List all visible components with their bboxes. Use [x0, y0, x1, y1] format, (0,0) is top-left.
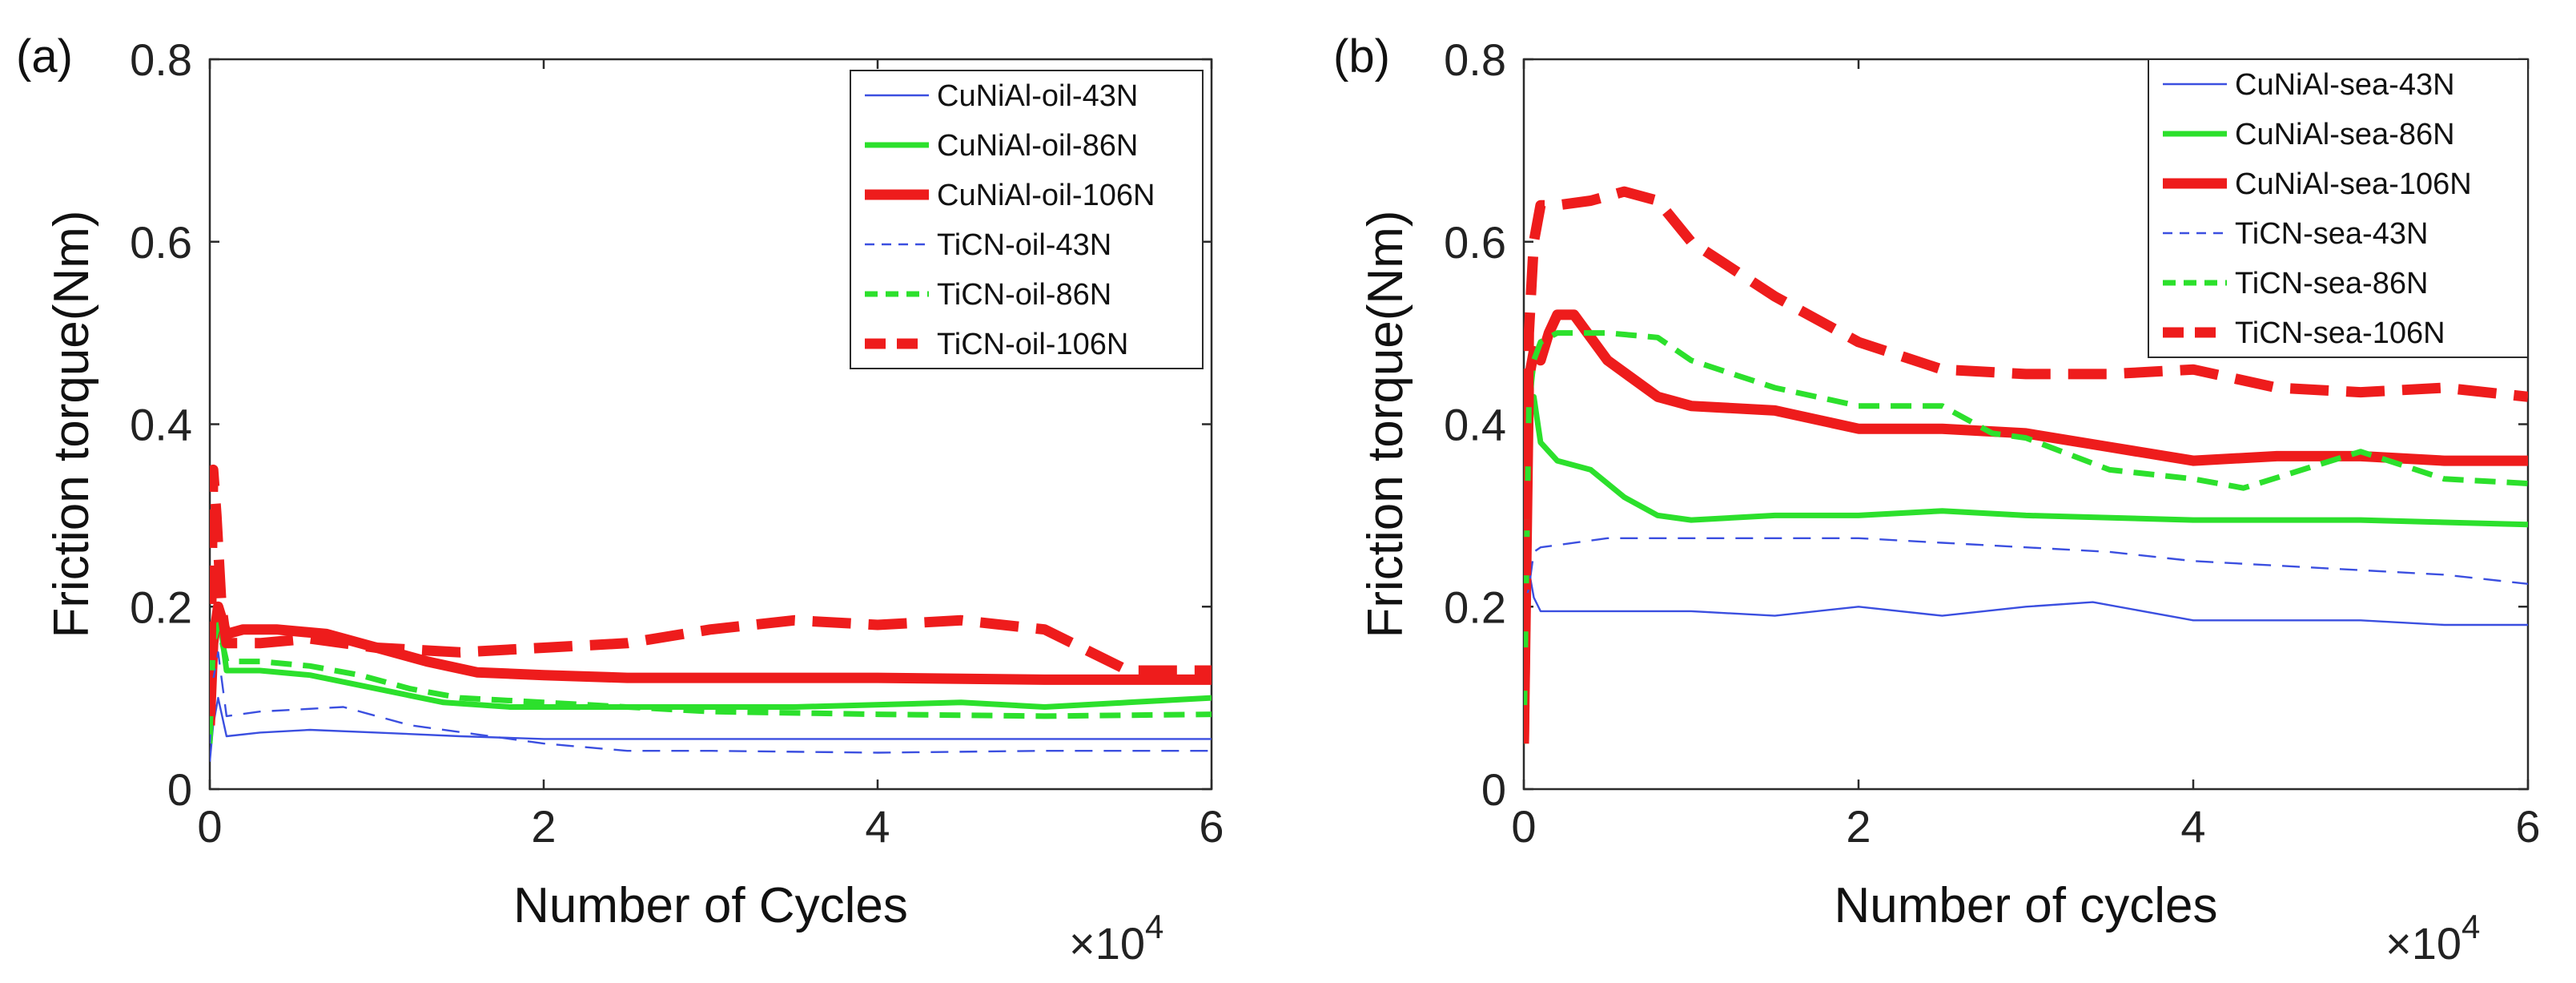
series-line-cunial-oil-43n — [210, 696, 1212, 762]
y-tick-label: 0.4 — [130, 400, 192, 450]
y-tick-label: 0.4 — [1444, 400, 1506, 450]
x-tick-label: 2 — [1846, 801, 1871, 852]
x-tick-label: 6 — [2515, 801, 2540, 852]
series-line-ticn-sea-106n — [1524, 186, 2528, 744]
panel-label: (a) — [16, 30, 73, 83]
series-line-ticn-sea-86n — [1524, 330, 2528, 744]
chart-panel-b: 0 2 4 6 0 0.2 0.4 0.6 0.8 Number of cycles Frictio… — [1333, 30, 2541, 969]
series-line-cunial-sea-86n — [1524, 393, 2528, 744]
series-line-cunial-sea-43n — [1524, 569, 2528, 626]
x-axis-multiplier: ×104 — [2385, 908, 2480, 969]
series-line-ticn-oil-106n — [210, 464, 1212, 716]
series-line-ticn-oil-43n — [210, 651, 1212, 754]
legend-label: CuNiAl-sea-86N — [2235, 118, 2455, 151]
y-tick-label: 0 — [167, 764, 192, 815]
x-tick-label: 6 — [1199, 801, 1224, 852]
y-tick-label: 0.2 — [1444, 582, 1506, 632]
legend-label: CuNiAl-oil-106N — [937, 179, 1155, 212]
legend-label: TiCN-oil-86N — [937, 278, 1111, 312]
legend: CuNiAl-sea-43N CuNiAl-sea-86N CuNiAl-sea-1… — [2148, 58, 2529, 358]
legend: CuNiAl-oil-43N CuNiAl-oil-86N CuNiAl-oil-1… — [850, 70, 1204, 369]
x-multiplier-exponent: 4 — [1145, 908, 1163, 945]
x-multiplier-base: ×10 — [1069, 918, 1145, 969]
y-axis-label: Friction torque(Nm) — [44, 211, 99, 639]
x-axis-multiplier: ×104 — [1069, 908, 1163, 969]
x-multiplier-base: ×10 — [2385, 918, 2461, 969]
chart-panel-a: 0 2 4 6 0 0.2 0.4 0.6 0.8 Number of Cycles Frictio… — [16, 30, 1224, 969]
y-tick-label: 0.6 — [130, 217, 192, 268]
x-axis-label: Number of cycles — [1835, 878, 2218, 933]
series-line-ticn-oil-86n — [210, 622, 1212, 735]
panel-label: (b) — [1333, 30, 1390, 83]
legend-label: CuNiAl-oil-43N — [937, 79, 1138, 113]
series-group — [1524, 186, 2528, 744]
legend-box — [850, 70, 1204, 369]
legend-label: TiCN-oil-106N — [937, 328, 1128, 361]
x-tick-label: 4 — [2180, 801, 2205, 852]
x-tick-label: 4 — [865, 801, 890, 852]
y-tick-label: 0 — [1481, 764, 1506, 815]
y-tick-label: 0.8 — [1444, 34, 1506, 85]
legend-label: TiCN-sea-43N — [2235, 217, 2428, 251]
legend-box — [2148, 58, 2529, 358]
x-tick-label: 0 — [1511, 801, 1536, 852]
series-line-ticn-sea-43n — [1524, 537, 2528, 607]
x-multiplier-exponent: 4 — [2461, 908, 2480, 945]
y-tick-label: 0.8 — [130, 34, 192, 85]
x-tick-label: 0 — [197, 801, 222, 852]
legend-label: TiCN-sea-106N — [2235, 316, 2445, 350]
series-group — [210, 464, 1212, 762]
x-tick-label: 2 — [531, 801, 556, 852]
y-axis-label: Friction torque(Nm) — [1358, 211, 1413, 639]
y-tick-label: 0.2 — [130, 582, 192, 632]
legend-label: TiCN-oil-43N — [937, 228, 1111, 262]
series-line-cunial-sea-106n — [1524, 309, 2528, 744]
x-axis-label: Number of Cycles — [513, 878, 908, 933]
y-tick-label: 0.6 — [1444, 217, 1506, 268]
legend-label: CuNiAl-oil-86N — [937, 129, 1138, 163]
legend-label: CuNiAl-sea-43N — [2235, 68, 2455, 102]
legend-label: CuNiAl-sea-106N — [2235, 167, 2472, 201]
legend-label: TiCN-sea-86N — [2235, 267, 2428, 300]
